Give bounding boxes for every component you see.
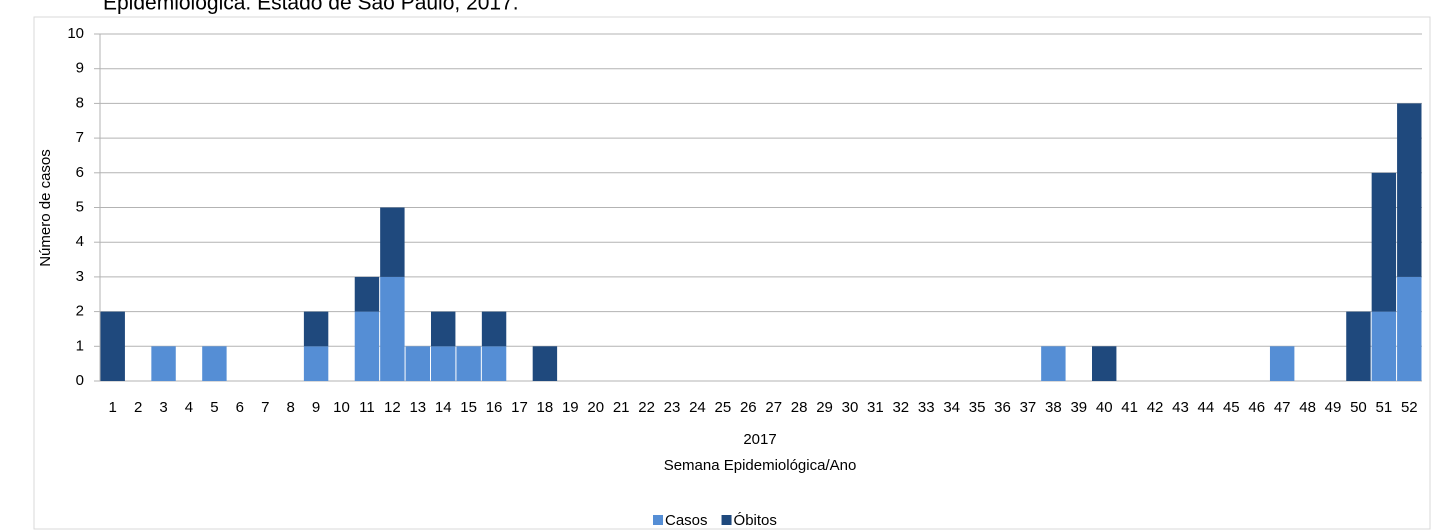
- x-tick-label: 50: [1350, 399, 1367, 416]
- x-tick-label: 12: [384, 399, 401, 416]
- y-tick-label: 3: [76, 268, 84, 285]
- x-tick-label: 51: [1376, 399, 1393, 416]
- x-tick-label: 11: [359, 399, 375, 416]
- x-tick-label: 47: [1274, 399, 1291, 416]
- x-tick-label: 20: [587, 399, 604, 416]
- y-tick-label: 1: [76, 337, 84, 354]
- x-tick-label: 2: [134, 399, 142, 416]
- bar-segment: [481, 346, 507, 381]
- bar-segment: [1041, 346, 1066, 381]
- bar-segment: [1397, 276, 1422, 381]
- bar-segment: [151, 346, 176, 381]
- x-tick-label: 8: [287, 399, 295, 416]
- y-tick-label: 7: [76, 129, 84, 146]
- x-tick-label: 48: [1299, 399, 1316, 416]
- y-tick-label: 6: [76, 164, 84, 181]
- x-tick-label: 22: [638, 399, 655, 416]
- x-tick-label: 35: [969, 399, 986, 416]
- x-tick-label: 13: [409, 399, 426, 416]
- x-tick-label: 31: [867, 399, 884, 416]
- bar-segment: [380, 207, 405, 277]
- x-tick-label: 45: [1223, 399, 1240, 416]
- bar-segment: [1371, 311, 1397, 381]
- bar-segment: [481, 311, 507, 347]
- x-tick-label: 40: [1096, 399, 1113, 416]
- bar-segment: [456, 346, 481, 381]
- x-tick-label: 42: [1147, 399, 1164, 416]
- x-tick-label: 25: [715, 399, 732, 416]
- y-tick-label: 2: [76, 303, 84, 320]
- y-axis-title: Número de casos: [37, 149, 54, 267]
- x-tick-label: 17: [511, 399, 528, 416]
- bar-segment: [100, 311, 125, 381]
- y-tick-label: 0: [76, 372, 84, 389]
- y-tick-label: 10: [67, 25, 84, 42]
- x-tick-label: 19: [562, 399, 579, 416]
- x-tick-label: 9: [312, 399, 320, 416]
- bar-segment: [431, 346, 456, 381]
- x-tick-label: 38: [1045, 399, 1062, 416]
- x-tick-label: 37: [1020, 399, 1037, 416]
- x-tick-label: 29: [816, 399, 833, 416]
- x-tick-label: 16: [486, 399, 503, 416]
- x-tick-label: 43: [1172, 399, 1189, 416]
- x-tick-label: 5: [210, 399, 218, 416]
- x-tick-label: 10: [333, 399, 350, 416]
- y-tick-label: 8: [76, 94, 84, 111]
- x-tick-label: 18: [537, 399, 554, 416]
- x-axis-title: Semana Epidemiológica/Ano: [664, 457, 857, 474]
- legend-swatch: [721, 515, 732, 525]
- bar-segment: [354, 276, 380, 312]
- x-tick-label: 39: [1070, 399, 1087, 416]
- bar-segment: [431, 311, 456, 347]
- x-tick-label: 49: [1325, 399, 1342, 416]
- x-tick-label: 15: [460, 399, 477, 416]
- y-tick-label: 5: [76, 198, 84, 215]
- x-tick-label: 34: [943, 399, 960, 416]
- x-tick-label: 21: [613, 399, 630, 416]
- x-tick-label: 7: [261, 399, 269, 416]
- x-tick-label: 44: [1198, 399, 1215, 416]
- x-tick-label: 4: [185, 399, 193, 416]
- x-tick-label: 24: [689, 399, 706, 416]
- x-tick-label: 27: [765, 399, 782, 416]
- chart-frame: [33, 16, 1431, 530]
- x-tick-label: 1: [109, 399, 117, 416]
- legend-label: Óbitos: [734, 512, 777, 529]
- bar-segment: [1269, 346, 1295, 381]
- x-tick-label: 46: [1248, 399, 1265, 416]
- bar-segment: [303, 346, 329, 381]
- bar-segment: [1092, 346, 1117, 381]
- bar-segment: [1371, 172, 1397, 312]
- x-tick-label: 6: [236, 399, 244, 416]
- x-group-label: 2017: [743, 431, 776, 448]
- x-tick-label: 26: [740, 399, 757, 416]
- x-tick-label: 33: [918, 399, 935, 416]
- bar-segment: [354, 311, 380, 381]
- x-tick-label: 14: [435, 399, 452, 416]
- x-tick-label: 41: [1121, 399, 1138, 416]
- x-tick-label: 36: [994, 399, 1011, 416]
- bar-segment: [202, 346, 227, 381]
- bar-segment: [532, 346, 558, 381]
- x-tick-label: 32: [892, 399, 909, 416]
- bar-segment: [1346, 311, 1371, 381]
- x-tick-label: 23: [664, 399, 681, 416]
- x-tick-label: 3: [159, 399, 167, 416]
- bar-segment: [1397, 103, 1422, 277]
- x-tick-label: 52: [1401, 399, 1418, 416]
- legend-label: Casos: [665, 512, 708, 529]
- bar-segment: [380, 276, 405, 381]
- bar-segment: [405, 346, 430, 381]
- x-tick-label: 30: [842, 399, 859, 416]
- y-tick-label: 9: [76, 60, 84, 77]
- chart-title: Epidemiológica. Estado de São Paulo, 201…: [103, 0, 519, 15]
- x-tick-label: 28: [791, 399, 808, 416]
- legend-swatch: [653, 515, 663, 525]
- y-tick-label: 4: [76, 233, 84, 250]
- bar-segment: [303, 311, 329, 347]
